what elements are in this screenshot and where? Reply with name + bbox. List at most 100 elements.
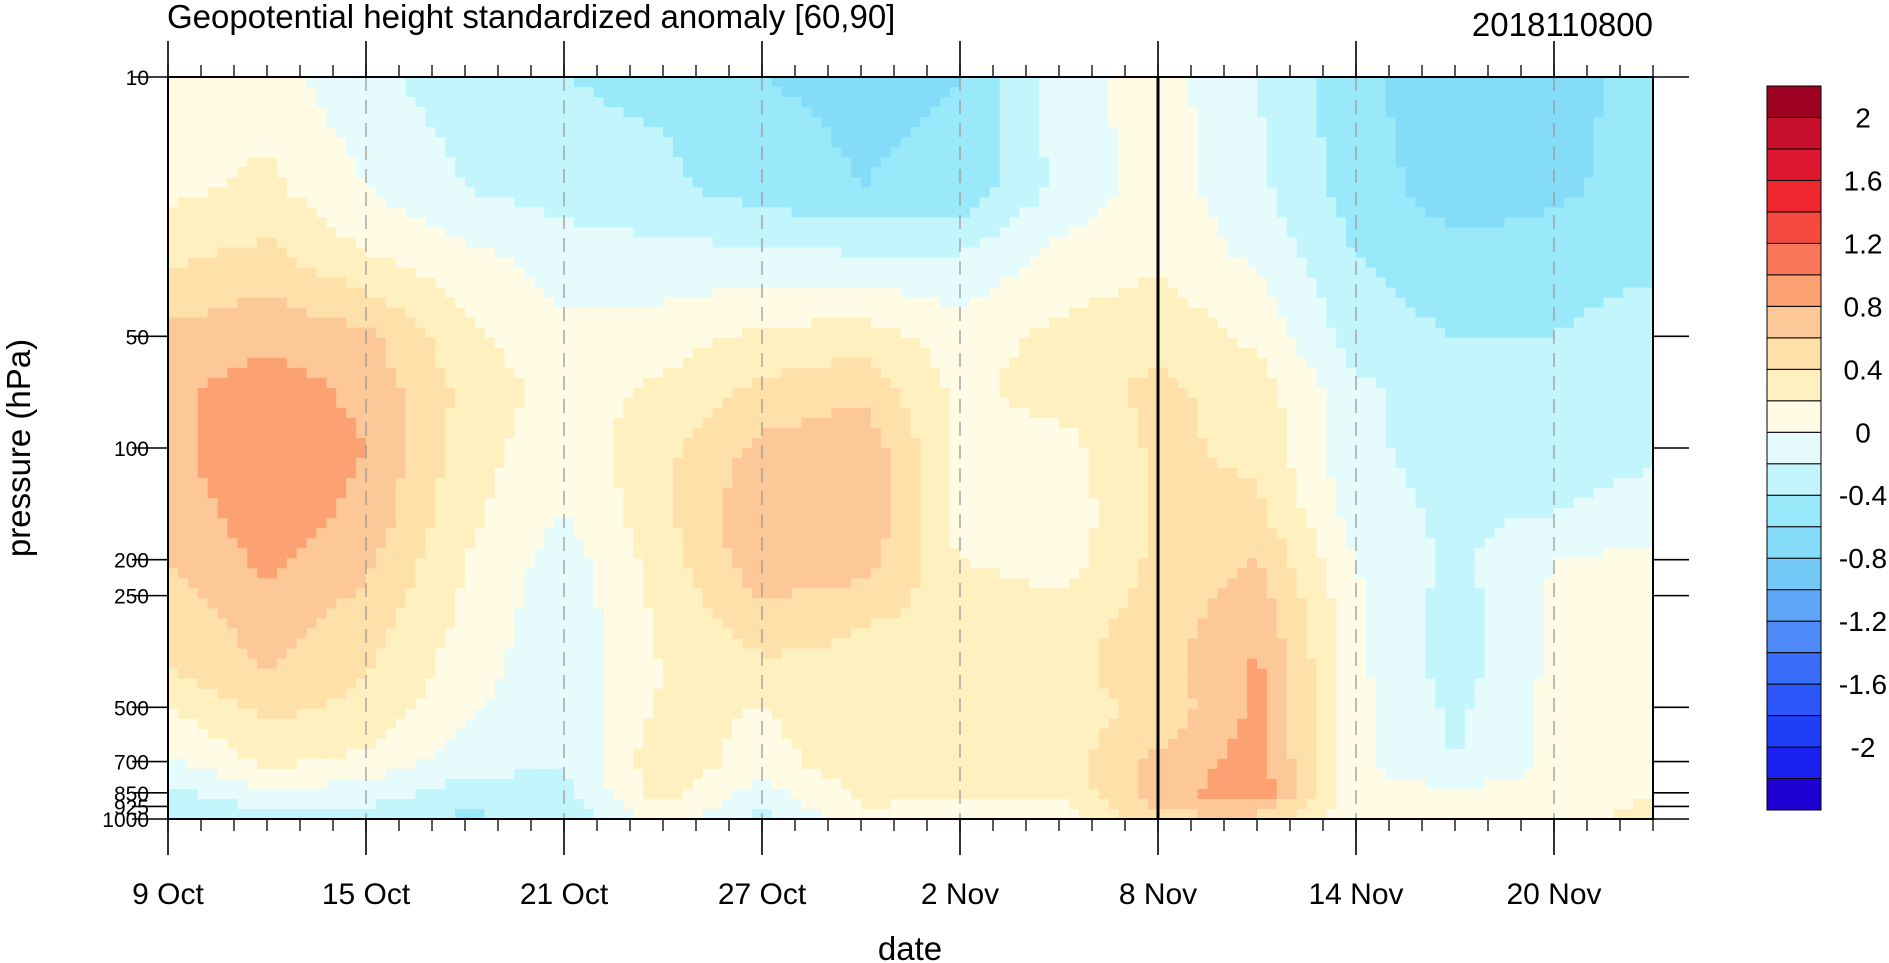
field-cell — [484, 327, 496, 339]
field-cell — [603, 277, 615, 289]
field-cell — [1128, 287, 1139, 299]
field-cell — [1118, 287, 1129, 299]
field-cell — [524, 87, 535, 98]
field-cell — [1514, 347, 1525, 359]
field-cell — [1167, 97, 1179, 108]
field-cell — [1286, 377, 1298, 389]
field-cell — [841, 107, 852, 118]
field-cell — [445, 287, 456, 299]
field-cell — [1365, 237, 1377, 249]
field-cell — [1286, 397, 1298, 409]
field-cell — [771, 267, 783, 279]
field-cell — [920, 207, 931, 218]
field-cell — [445, 257, 456, 269]
field-cell — [1455, 247, 1466, 259]
field-cell — [395, 337, 407, 349]
field-cell — [1068, 97, 1080, 108]
field-cell — [405, 347, 417, 359]
field-cell — [1514, 397, 1525, 409]
field-cell — [395, 287, 407, 299]
field-cell — [524, 287, 535, 299]
field-cell — [455, 407, 466, 419]
field-cell — [276, 97, 288, 108]
field-cell — [1118, 107, 1129, 118]
field-cell — [979, 387, 991, 399]
field-cell — [653, 317, 664, 329]
field-cell — [851, 197, 862, 208]
field-cell — [940, 267, 951, 279]
field-cell — [950, 107, 961, 118]
field-cell — [1593, 157, 1605, 168]
field-cell — [653, 197, 664, 208]
field-cell — [1266, 137, 1278, 148]
field-cell — [1247, 137, 1258, 148]
field-cell — [801, 287, 813, 299]
field-cell — [1464, 267, 1476, 279]
field-cell — [752, 287, 763, 299]
field-cell — [1544, 337, 1555, 349]
field-cell — [564, 297, 575, 309]
field-cell — [1316, 237, 1327, 249]
field-cell — [1237, 207, 1248, 218]
field-cell — [603, 167, 615, 178]
field-cell — [643, 97, 654, 108]
field-cell — [821, 237, 832, 249]
field-cell — [1593, 317, 1605, 329]
field-cell — [771, 297, 783, 309]
field-cell — [682, 287, 694, 299]
field-cell — [1078, 337, 1090, 349]
field-cell — [603, 387, 615, 399]
field-cell — [1445, 377, 1456, 389]
field-cell — [1613, 117, 1624, 128]
field-cell — [960, 327, 971, 339]
field-cell — [544, 277, 555, 289]
field-cell — [1613, 247, 1624, 259]
field-cell — [346, 77, 357, 88]
field-cell — [375, 177, 387, 188]
field-cell — [999, 347, 1011, 359]
field-cell — [385, 137, 397, 148]
field-cell — [1068, 367, 1080, 379]
field-cell — [276, 317, 288, 329]
field-cell — [712, 357, 723, 369]
field-cell — [257, 387, 268, 399]
field-cell — [1316, 127, 1327, 138]
field-cell — [1415, 317, 1426, 329]
field-cell — [1078, 397, 1090, 409]
field-cell — [1059, 207, 1070, 218]
field-cell — [762, 237, 773, 249]
field-cell — [583, 177, 595, 188]
field-cell — [1039, 377, 1050, 389]
field-cell — [1494, 137, 1506, 148]
field-cell — [1534, 207, 1545, 218]
field-cell — [296, 287, 308, 299]
field-cell — [385, 327, 397, 339]
field-cell — [979, 237, 991, 249]
field-cell — [1227, 187, 1238, 198]
field-cell — [573, 137, 585, 148]
field-cell — [821, 97, 832, 108]
field-cell — [1078, 167, 1090, 178]
field-cell — [1524, 97, 1535, 108]
field-cell — [1049, 187, 1060, 198]
field-cell — [1405, 157, 1416, 168]
field-cell — [296, 77, 308, 88]
field-cell — [257, 207, 268, 218]
field-cell — [692, 337, 704, 349]
field-cell — [217, 127, 228, 138]
field-cell — [1098, 247, 1110, 259]
field-cell — [742, 247, 753, 259]
field-cell — [1059, 137, 1070, 148]
field-cell — [841, 77, 852, 88]
field-cell — [1583, 177, 1595, 188]
field-cell — [554, 207, 565, 218]
field-cell — [168, 137, 179, 148]
field-cell — [465, 337, 476, 349]
field-cell — [187, 227, 199, 239]
field-cell — [880, 127, 892, 138]
field-cell — [197, 87, 209, 98]
field-cell — [207, 147, 219, 158]
field-cell — [1455, 237, 1466, 249]
field-cell — [979, 327, 991, 339]
field-cell — [227, 347, 238, 359]
